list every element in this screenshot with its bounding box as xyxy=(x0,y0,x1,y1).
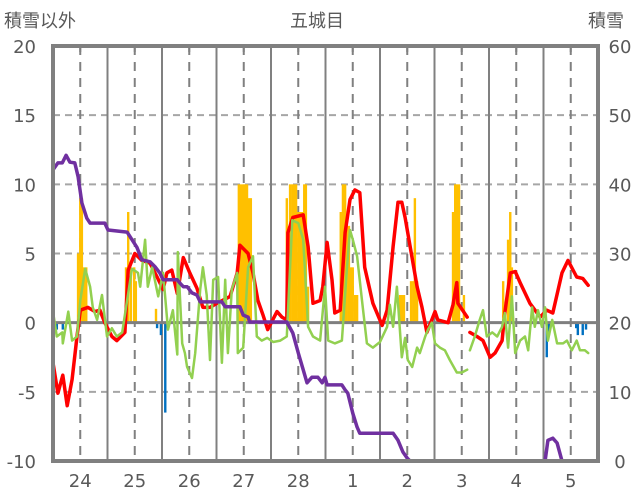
orange-bar xyxy=(454,184,457,323)
blue-bar xyxy=(581,322,584,336)
orange-bar xyxy=(297,212,300,323)
y2-tick-label: 10 xyxy=(609,383,632,404)
y-tick-label: 20 xyxy=(13,37,36,58)
orange-bar xyxy=(339,212,342,323)
orange-bar xyxy=(355,295,359,323)
orange-bar xyxy=(242,184,245,323)
orange-bar xyxy=(133,267,136,323)
orange-bar xyxy=(294,184,298,323)
orange-bar xyxy=(134,281,138,323)
orange-bar xyxy=(347,225,351,323)
orange-bar xyxy=(243,184,247,323)
orange-bar xyxy=(412,281,415,323)
orange-bar xyxy=(239,184,243,323)
orange-bar xyxy=(415,281,419,323)
x-tick-label: 26 xyxy=(178,471,201,492)
x-tick-label: 1 xyxy=(347,471,358,492)
left-axis-title: 積雪以外 xyxy=(4,11,76,32)
orange-bar xyxy=(82,267,86,323)
y2-tick-label: 50 xyxy=(609,106,632,127)
orange-bar xyxy=(501,281,505,323)
blue-bar xyxy=(159,322,163,336)
orange-bar xyxy=(85,267,88,323)
x-tick-label: 28 xyxy=(287,471,310,492)
y-tick-label: 0 xyxy=(25,314,36,335)
x-tick-label: 3 xyxy=(456,471,467,492)
orange-bar xyxy=(79,198,82,323)
orange-bar xyxy=(402,295,406,323)
orange-bar xyxy=(304,184,308,323)
x-tick-label: 25 xyxy=(123,471,146,492)
orange-bar xyxy=(291,184,294,323)
x-tick-label: 27 xyxy=(232,471,255,492)
y2-tick-label: 40 xyxy=(609,175,632,196)
y2-tick-label: 20 xyxy=(609,314,632,335)
orange-bar xyxy=(154,308,158,323)
orange-bar xyxy=(353,295,357,323)
blue-bar xyxy=(155,322,159,329)
chart-title: 五城目 xyxy=(290,11,344,32)
orange-bar xyxy=(457,184,461,323)
orange-bar xyxy=(413,198,417,323)
orange-bar xyxy=(351,267,354,323)
orange-bar xyxy=(129,267,133,323)
orange-bar xyxy=(510,267,514,323)
orange-bar xyxy=(509,212,512,323)
red-series-line xyxy=(51,188,590,408)
blue-bar xyxy=(61,322,65,330)
y-tick-label: -5 xyxy=(18,383,36,404)
orange-bar xyxy=(409,281,413,323)
orange-bar xyxy=(398,295,402,323)
orange-bar xyxy=(451,212,455,323)
orange-bar xyxy=(298,212,302,323)
y-tick-label: 10 xyxy=(13,175,36,196)
y-tick-label: 15 xyxy=(13,106,36,127)
x-tick-label: 4 xyxy=(511,471,522,492)
orange-bar xyxy=(80,198,84,323)
y2-tick-label: 0 xyxy=(614,452,625,473)
blue-bar xyxy=(576,322,580,336)
orange-bar xyxy=(349,267,353,323)
blue-bar xyxy=(547,322,551,336)
orange-bar xyxy=(462,295,466,323)
orange-bar xyxy=(300,212,304,323)
green-series-line xyxy=(51,219,590,380)
orange-bar xyxy=(76,253,80,323)
y-tick-label: 5 xyxy=(25,245,36,266)
x-tick-label: 24 xyxy=(69,471,92,492)
y2-tick-label: 60 xyxy=(609,37,632,58)
blue-bar xyxy=(55,322,59,330)
right-axis-title: 積雪 xyxy=(588,11,624,32)
blue-bar xyxy=(164,322,167,413)
x-tick-label: 5 xyxy=(565,471,576,492)
blue-bar xyxy=(575,322,578,329)
snow-depth-series-line xyxy=(51,153,590,463)
x-tick-label: 2 xyxy=(402,471,413,492)
y2-tick-label: 30 xyxy=(609,245,632,266)
orange-bar xyxy=(400,295,403,323)
blue-bar xyxy=(584,322,588,330)
orange-bar xyxy=(292,184,296,323)
orange-bar xyxy=(455,184,459,323)
y-tick-label: -10 xyxy=(7,452,36,473)
